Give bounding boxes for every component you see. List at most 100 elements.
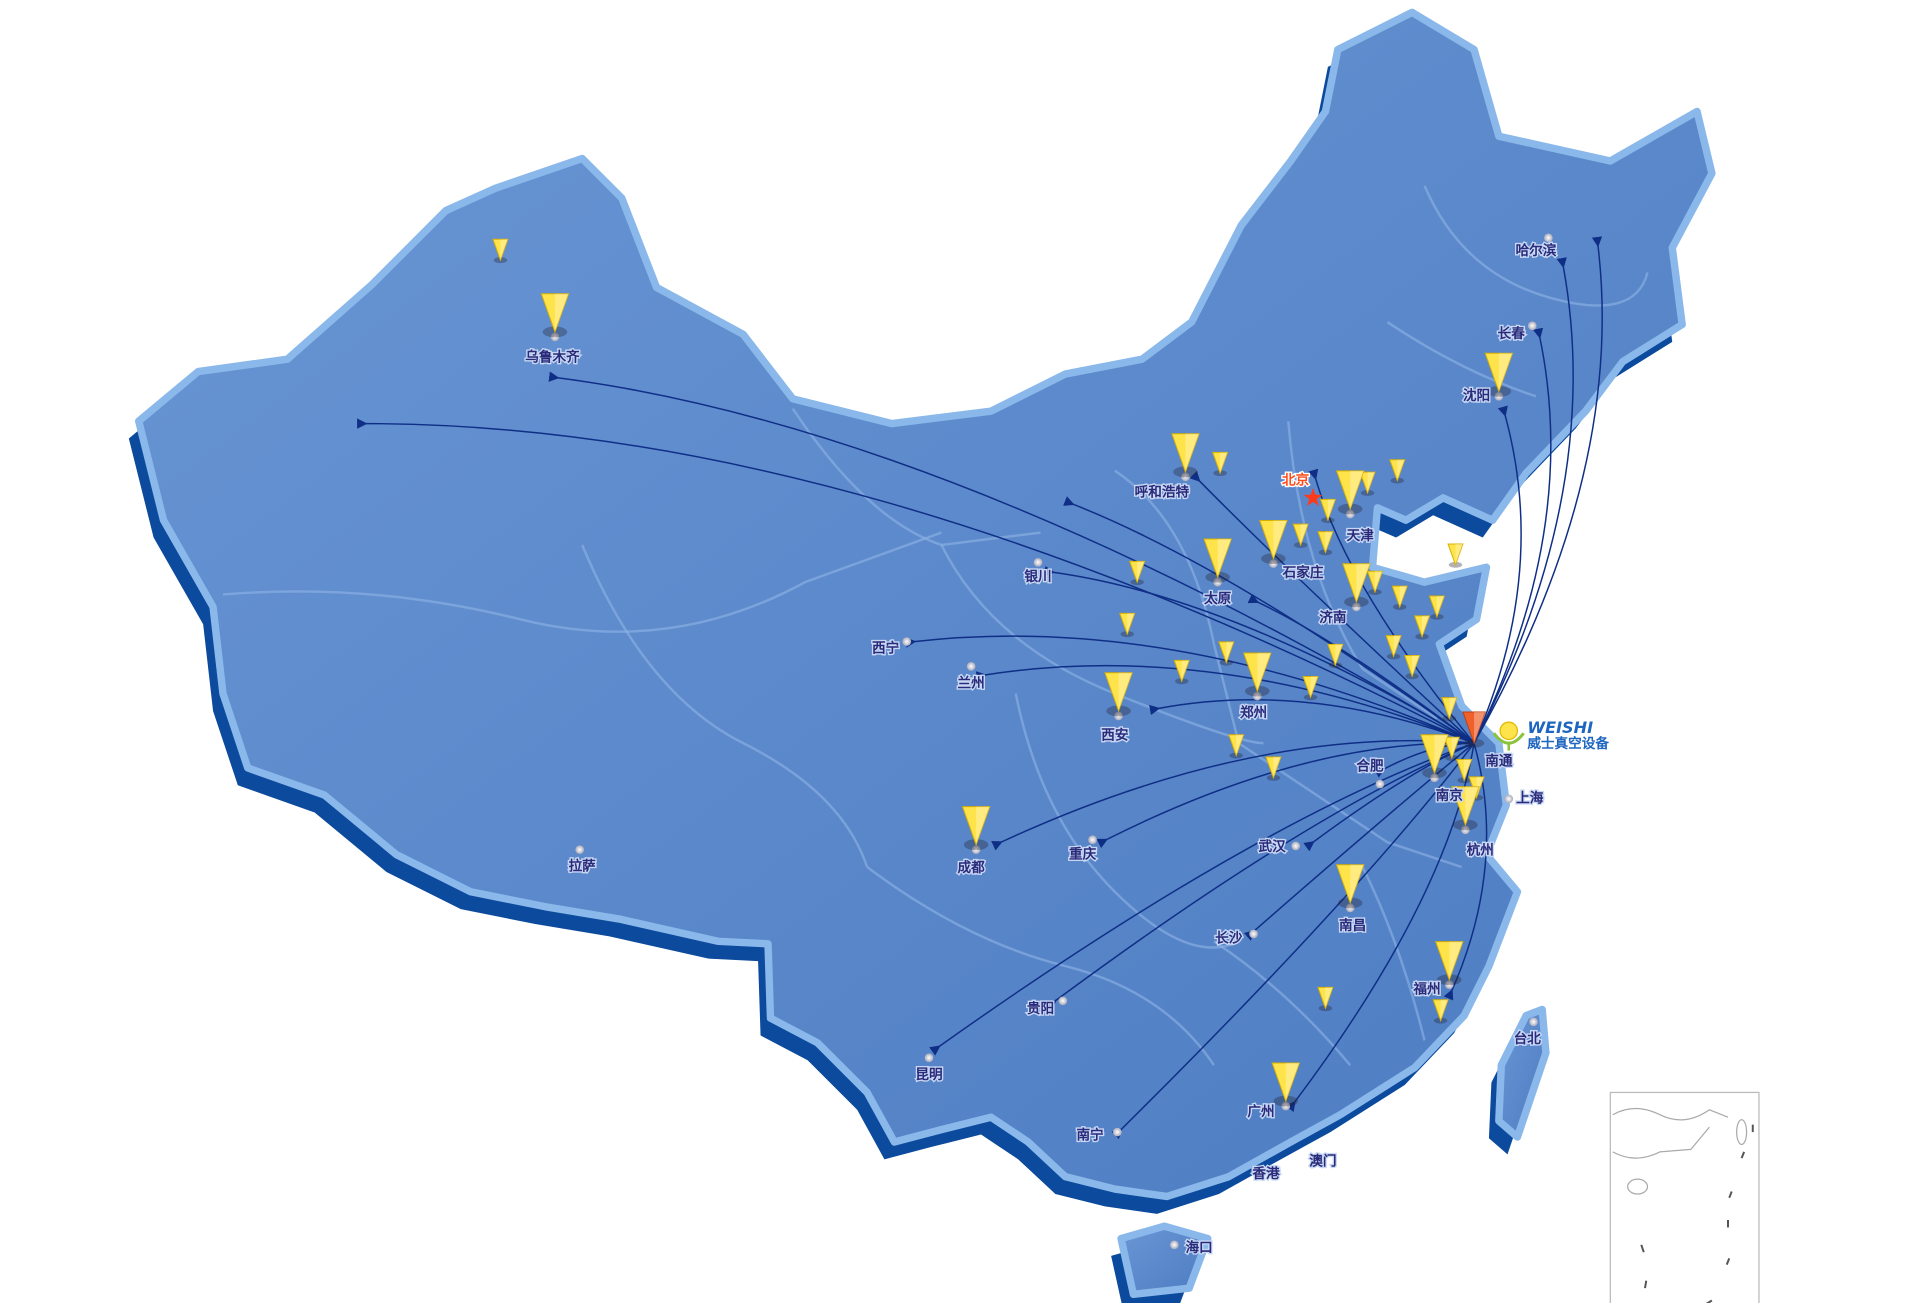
city-dot (1461, 825, 1470, 835)
city-dot (966, 662, 976, 671)
province-border (1114, 469, 1240, 744)
city-label: 南京 (1436, 787, 1464, 804)
location-pin-icon (1203, 538, 1232, 583)
location-pin-icon (961, 806, 991, 851)
city-dot (1112, 1127, 1122, 1137)
city-label: 天津 (1346, 527, 1374, 544)
logo-name-cn: 威士真空设备 (1527, 735, 1609, 752)
city-dot (1430, 773, 1439, 783)
city-label: 济南 (1319, 609, 1347, 626)
location-pin-icon (1265, 756, 1282, 781)
city-label: 南宁 (1076, 1127, 1103, 1144)
location-pin-icon (1391, 585, 1408, 610)
city-dot (1169, 1240, 1179, 1250)
city-dot (1494, 392, 1504, 401)
city-label: 海口 (1185, 1239, 1212, 1256)
city-label: 合肥 (1356, 757, 1384, 774)
route-arrow (1285, 743, 1475, 1113)
city-label: 长沙 (1215, 930, 1243, 947)
city-label: 成都 (958, 859, 986, 876)
city-dot (1291, 841, 1301, 851)
province-border (1213, 940, 1352, 1066)
city-label: 武汉 (1259, 838, 1287, 855)
city-label: 广州 (1247, 1103, 1274, 1120)
city-dot (1213, 577, 1222, 587)
city-label: 杭州 (1467, 842, 1494, 859)
city-dot (1352, 602, 1361, 612)
city-dot (1252, 691, 1262, 701)
province-border (791, 408, 1041, 547)
province-border (866, 866, 1215, 1066)
location-pin-icon (1319, 498, 1337, 524)
location-pin-icon (1129, 560, 1146, 586)
city-dot (1345, 509, 1355, 519)
location-pin-icon (1484, 352, 1514, 397)
route-arrow (1243, 742, 1475, 941)
province-border (1386, 321, 1537, 398)
route-arrow (929, 742, 1475, 1056)
city-label: 台北 (1514, 1030, 1542, 1047)
location-pin-icon (1428, 595, 1446, 620)
location-pin-icon (1447, 543, 1464, 568)
route-arrow (1045, 742, 1475, 1010)
city-label: 石家庄 (1282, 564, 1324, 581)
south-china-sea-inset (1609, 1091, 1760, 1303)
location-pin-icon (1104, 672, 1133, 717)
route-arrow (1247, 593, 1475, 744)
location-pin-icon (1441, 697, 1458, 722)
route-arrow (991, 739, 1475, 851)
city-label: 北京 (1282, 471, 1310, 488)
city-dot (550, 332, 560, 342)
logo-name-en: WEISHI (1527, 718, 1593, 737)
city-label: 兰州 (958, 674, 985, 691)
route-arrow (1473, 405, 1522, 744)
city-label: 重庆 (1069, 845, 1097, 862)
city-label: 拉萨 (569, 858, 597, 875)
city-dot (1033, 557, 1043, 567)
route-arrow (1043, 565, 1475, 744)
province-border (1423, 185, 1649, 307)
route-arrow (1189, 470, 1475, 744)
location-pin-icon (1327, 643, 1344, 669)
location-pin-icon (540, 293, 570, 338)
city-label: 西宁 (872, 640, 899, 657)
location-pin-icon (1413, 615, 1431, 640)
city-label: 呼和浩特 (1135, 484, 1190, 501)
route-arrow (357, 418, 1475, 744)
city-label: 上海 (1516, 790, 1544, 807)
routes (357, 236, 1603, 1140)
location-pin-icon (1211, 451, 1229, 477)
city-label: 贵阳 (1027, 1000, 1054, 1017)
pins (492, 233, 1553, 1250)
city-dot (575, 845, 585, 855)
city-dot (971, 845, 981, 855)
city-label: 长春 (1498, 325, 1526, 342)
city-dot (1345, 903, 1355, 913)
location-pin-icon (1434, 941, 1464, 986)
city-dot (902, 637, 912, 646)
route-arrow (1473, 257, 1574, 744)
china-land (135, 8, 1716, 1299)
city-dot (1444, 980, 1454, 990)
city-dot (1249, 929, 1258, 939)
location-pin-icon (1173, 659, 1190, 685)
location-pin-icon (1420, 734, 1449, 779)
location-pin-icon (1335, 470, 1365, 515)
city-label: 福州 (1412, 980, 1440, 997)
city-dot (1281, 1101, 1291, 1111)
location-pin-icon (1302, 676, 1319, 701)
location-pin-icon (1242, 652, 1272, 697)
location-pin-icon (1451, 786, 1480, 831)
city-dot (1375, 779, 1385, 789)
location-pin-icon (1317, 986, 1334, 1012)
location-pin-icon (1456, 759, 1473, 784)
location-pin-icon (1366, 570, 1384, 596)
location-pin-icon (1292, 523, 1309, 548)
capital-star-icon (1303, 488, 1323, 506)
city-label: 郑州 (1240, 704, 1267, 721)
city-label: 南昌 (1339, 917, 1366, 934)
city-label: 银川 (1024, 568, 1051, 585)
location-pin-icon (1171, 433, 1200, 478)
